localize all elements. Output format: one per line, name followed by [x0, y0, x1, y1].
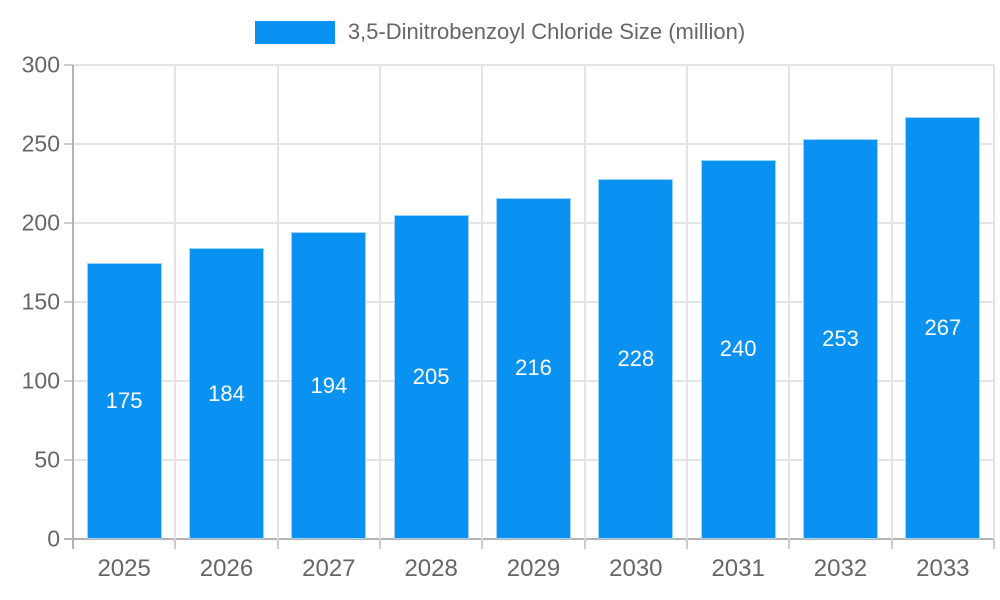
y-axis-tick: [64, 143, 73, 145]
y-gridline: [73, 538, 994, 540]
bar-value-label: 205: [412, 364, 450, 390]
bar[interactable]: [496, 197, 571, 539]
y-axis-tick: [64, 538, 73, 540]
x-axis-tick: [276, 539, 279, 549]
bar-value-label: 253: [822, 326, 859, 352]
x-axis-tick: [890, 539, 893, 549]
y-axis-tick: [64, 64, 73, 66]
bar[interactable]: [598, 178, 674, 539]
bar[interactable]: [189, 248, 264, 539]
x-tick-label: 2027: [302, 555, 356, 582]
bar-value-label: 267: [924, 315, 962, 341]
bar[interactable]: [86, 262, 162, 539]
y-tick-label: 50: [34, 446, 60, 473]
bar-value-label: 194: [310, 372, 348, 398]
x-tick-label: 2031: [711, 555, 765, 582]
x-gridline: [890, 65, 893, 539]
y-axis-tick: [64, 459, 73, 461]
x-axis-tick: [583, 539, 586, 549]
x-gridline: [72, 65, 74, 539]
x-tick-label: 2029: [506, 555, 561, 582]
y-tick-label: 100: [21, 367, 60, 394]
y-tick-label: 300: [21, 51, 60, 78]
x-gridline: [481, 65, 484, 539]
x-axis-tick: [174, 539, 177, 549]
bar[interactable]: [393, 215, 469, 539]
x-axis-tick: [993, 539, 995, 549]
x-tick-label: 2032: [813, 555, 868, 582]
x-gridline: [583, 65, 586, 539]
y-tick-label: 0: [47, 525, 60, 552]
legend-label: 3,5-Dinitrobenzoyl Chloride Size (millio…: [347, 19, 746, 44]
x-tick-label: 2030: [609, 555, 663, 582]
bar[interactable]: [291, 232, 367, 539]
x-axis-tick: [481, 539, 484, 549]
x-gridline: [788, 65, 791, 539]
y-gridline: [73, 64, 994, 66]
x-gridline: [686, 65, 688, 539]
x-tick-label: 2026: [199, 555, 254, 582]
x-axis-tick: [788, 539, 791, 549]
x-gridline: [276, 65, 279, 539]
x-axis-tick: [379, 539, 381, 549]
y-tick-label: 150: [21, 288, 60, 315]
bar[interactable]: [700, 159, 776, 539]
x-axis-tick: [72, 539, 74, 549]
x-tick-label: 2025: [97, 555, 151, 582]
y-tick-label: 250: [21, 130, 60, 157]
x-axis-tick: [686, 539, 688, 549]
x-gridline: [993, 65, 995, 539]
bar-value-label: 240: [719, 336, 757, 362]
x-gridline: [174, 65, 177, 539]
y-tick-label: 200: [21, 209, 60, 236]
chart-legend[interactable]: 3,5-Dinitrobenzoyl Chloride Size (millio…: [0, 17, 1000, 47]
bar-value-label: 184: [208, 380, 245, 406]
x-tick-label: 2033: [916, 555, 970, 582]
y-axis-tick: [64, 222, 73, 224]
bar-value-label: 228: [617, 345, 655, 371]
bar-value-label: 175: [105, 387, 143, 413]
y-gridline: [73, 143, 994, 145]
y-axis-tick: [64, 380, 73, 382]
x-tick-label: 2028: [404, 555, 458, 582]
bar[interactable]: [905, 117, 981, 539]
y-axis-tick: [64, 301, 73, 303]
bar[interactable]: [803, 139, 878, 539]
x-gridline: [379, 65, 381, 539]
legend-swatch: [254, 20, 335, 44]
bar-value-label: 216: [515, 355, 552, 381]
